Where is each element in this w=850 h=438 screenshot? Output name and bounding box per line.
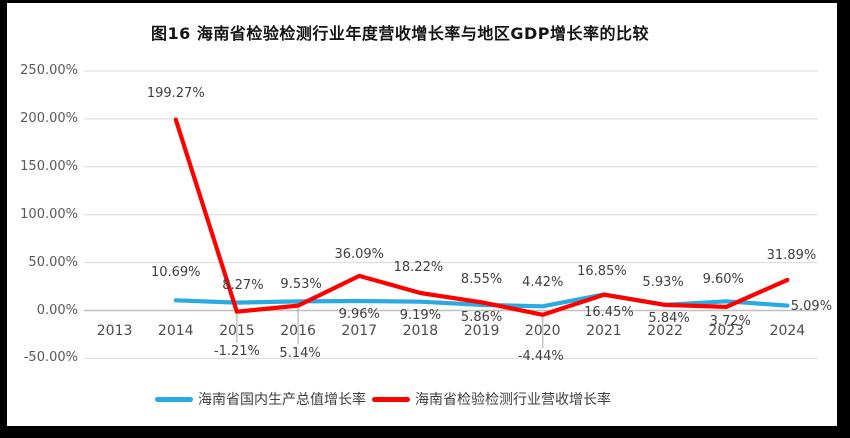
legend-label-industry: 海南省检验检测行业营收增长率	[415, 392, 611, 408]
y-axis-tick--50: -50.00%	[23, 350, 78, 366]
y-axis-tick-250: 250.00%	[20, 63, 78, 78]
legend-item-gdp: 海南省国内生产总值增长率	[155, 389, 366, 409]
x-axis-label-2024: 2024	[769, 323, 806, 339]
data-label-gdp-2023: 9.60%	[702, 272, 744, 288]
x-axis-label-2013: 2013	[96, 323, 133, 339]
y-axis-tick-150: 150.00%	[20, 158, 78, 174]
x-axis-label-2021: 2021	[586, 323, 622, 339]
data-label-industry-2023: 3.72%	[709, 313, 751, 329]
x-axis-label-2017: 2017	[341, 323, 378, 339]
x-axis-label-2014: 2014	[157, 323, 194, 339]
data-label-industry-2015: -1.21%	[213, 343, 260, 359]
data-label-industry-2019: 8.55%	[460, 272, 503, 288]
y-axis-tick-50: 50.00%	[28, 254, 78, 270]
x-axis-label-2022: 2022	[647, 323, 683, 339]
x-axis-label-2023: 2023	[708, 323, 745, 339]
data-label-gdp-2016: 9.53%	[280, 277, 322, 293]
x-axis-label-2019: 2019	[463, 323, 500, 339]
data-label-gdp-2018: 9.19%	[399, 307, 442, 323]
data-label-gdp-2019: 5.86%	[460, 309, 503, 325]
data-label-gdp-2017: 9.96%	[338, 306, 380, 322]
data-label-gdp-2015: 8.27%	[222, 277, 264, 293]
legend-swatch-gdp-line	[155, 396, 193, 402]
series-line-industry	[173, 117, 790, 317]
y-axis-tick-0: 0.00%	[36, 302, 78, 318]
data-label-gdp-2022: 5.93%	[642, 274, 684, 290]
data-label-gdp-2020: 4.42%	[522, 275, 564, 291]
x-axis-label-2016: 2016	[280, 323, 316, 339]
legend-label-gdp: 海南省国内生产总值增长率	[198, 392, 366, 408]
y-axis-tick-100: 100.00%	[20, 206, 78, 222]
data-label-industry-2018: 18.22%	[393, 260, 444, 276]
data-label-industry-2021: 16.45%	[584, 304, 634, 320]
x-axis-label-2018: 2018	[402, 323, 439, 339]
data-label-industry-2024: 31.89%	[766, 247, 817, 263]
data-label-industry-2022: 5.84%	[648, 310, 690, 326]
y-axis-tick-200: 200.00%	[20, 110, 78, 126]
legend: 海南省国内生产总值增长率 海南省检验检测行业营收增长率	[0, 390, 766, 408]
legend-item-industry: 海南省检验检测行业营收增长率	[372, 389, 611, 409]
data-label-gdp-2021: 16.85%	[577, 264, 627, 280]
data-label-gdp-2024: 5.09%	[790, 298, 833, 314]
data-label-industry-2020: -4.44%	[517, 348, 564, 364]
legend-swatch-industry-line	[372, 396, 410, 402]
data-label-industry-2014: 199.27%	[146, 85, 205, 101]
chart-title: 图16 海南省检验检测行业年度营收增长率与地区GDP增长率的比较	[151, 24, 649, 43]
data-label-industry-2016: 5.14%	[279, 345, 321, 361]
data-label-gdp-2014: 10.69%	[150, 265, 201, 281]
x-axis-label-2015: 2015	[219, 323, 255, 339]
x-axis-label-2020: 2020	[524, 323, 561, 339]
data-label-industry-2017: 36.09%	[334, 246, 385, 262]
